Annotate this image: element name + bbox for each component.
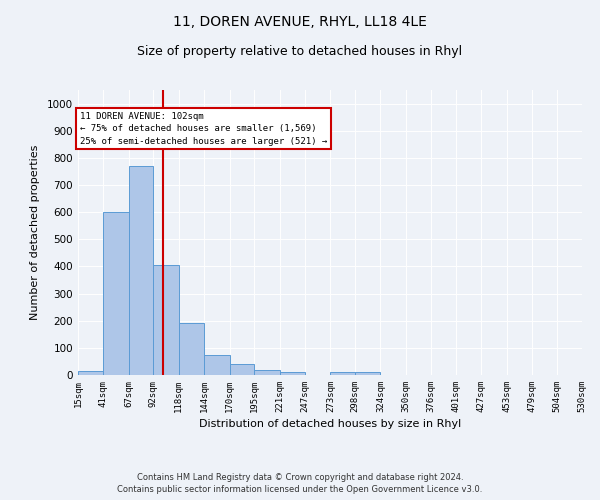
Bar bbox=[103, 212, 129, 375]
Text: Contains public sector information licensed under the Open Government Licence v3: Contains public sector information licen… bbox=[118, 486, 482, 494]
Bar bbox=[254, 370, 280, 375]
Text: Size of property relative to detached houses in Rhyl: Size of property relative to detached ho… bbox=[137, 45, 463, 58]
Text: Contains HM Land Registry data © Crown copyright and database right 2024.: Contains HM Land Registry data © Crown c… bbox=[137, 473, 463, 482]
Bar bbox=[129, 166, 154, 375]
Bar bbox=[179, 324, 204, 375]
Bar bbox=[355, 372, 380, 375]
Text: 11, DOREN AVENUE, RHYL, LL18 4LE: 11, DOREN AVENUE, RHYL, LL18 4LE bbox=[173, 15, 427, 29]
Bar bbox=[204, 354, 230, 375]
X-axis label: Distribution of detached houses by size in Rhyl: Distribution of detached houses by size … bbox=[199, 419, 461, 429]
Bar bbox=[331, 372, 355, 375]
Bar bbox=[280, 372, 305, 375]
Bar bbox=[154, 265, 179, 375]
Bar bbox=[78, 371, 103, 375]
Y-axis label: Number of detached properties: Number of detached properties bbox=[30, 145, 40, 320]
Text: 11 DOREN AVENUE: 102sqm
← 75% of detached houses are smaller (1,569)
25% of semi: 11 DOREN AVENUE: 102sqm ← 75% of detache… bbox=[80, 112, 327, 146]
Bar bbox=[230, 364, 254, 375]
